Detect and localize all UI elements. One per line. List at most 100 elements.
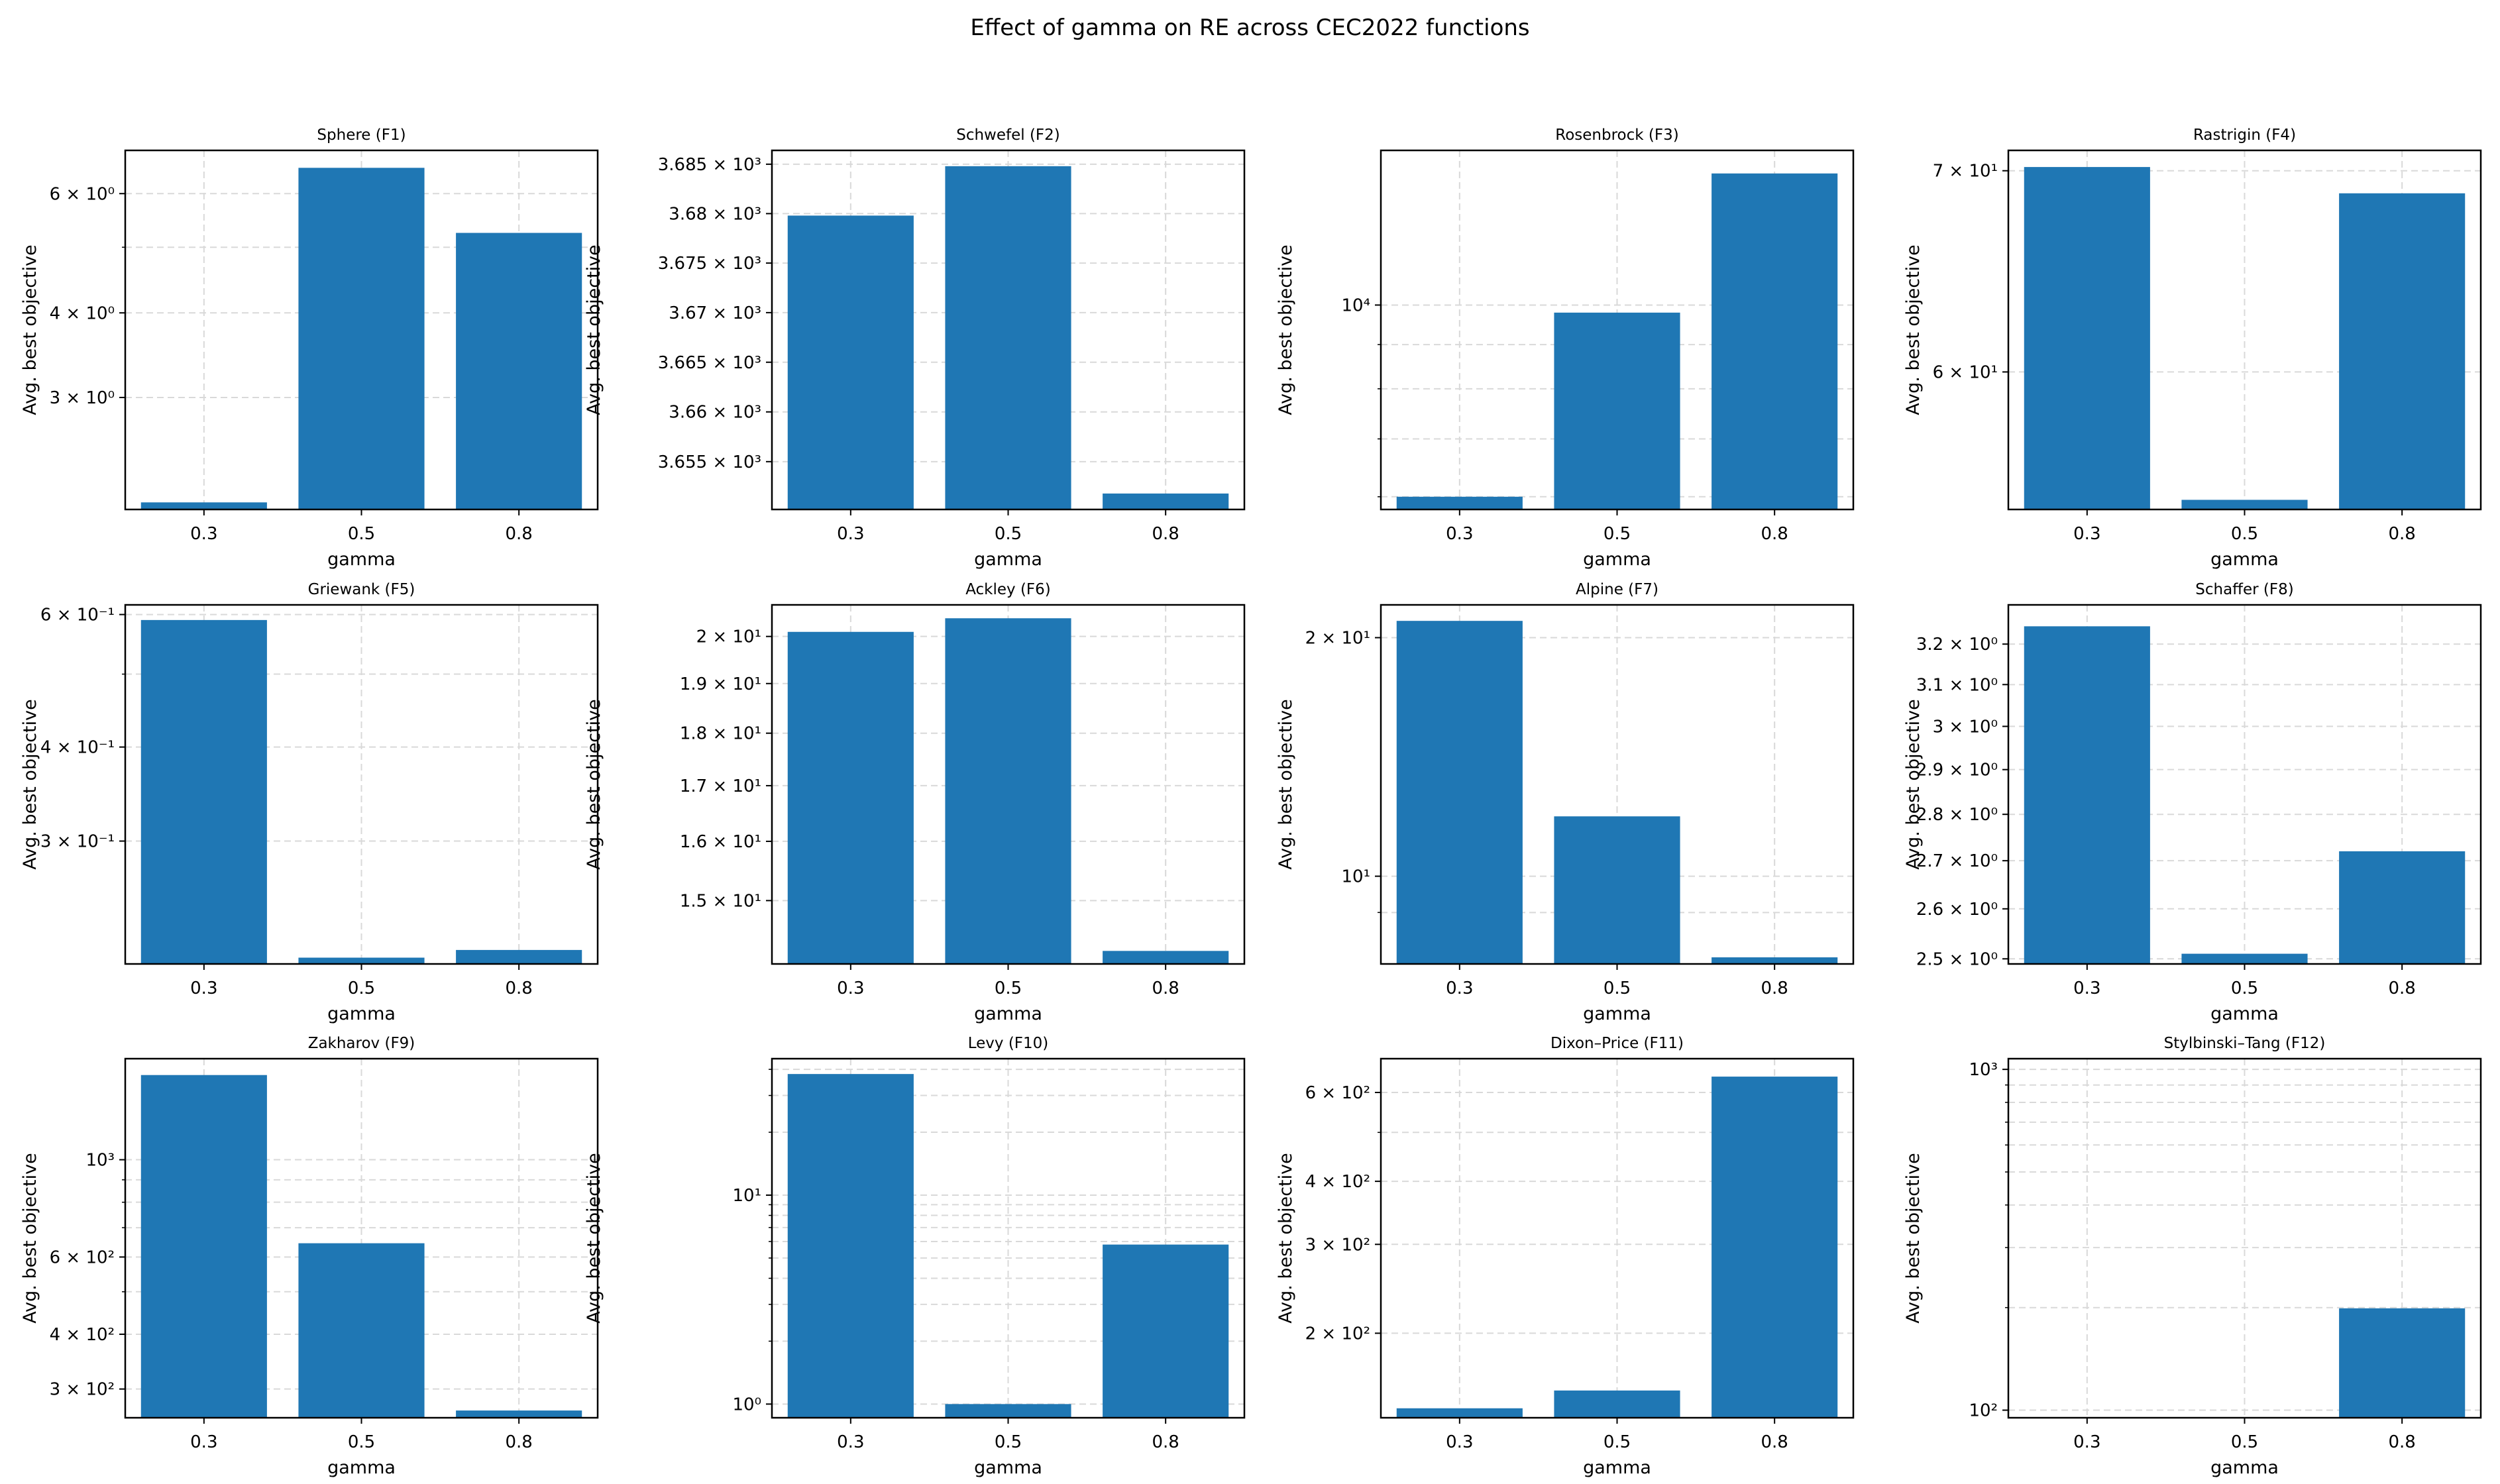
x-axis-label: gamma: [2210, 1004, 2279, 1024]
x-tick-label: 0.3: [2073, 524, 2100, 544]
bar-0.8: [1712, 173, 1838, 509]
y-tick-label: 1.6 × 10¹: [680, 832, 761, 852]
y-tick-label: 1.9 × 10¹: [680, 674, 761, 694]
bar-0.5: [298, 957, 425, 964]
x-tick-label: 0.3: [1446, 524, 1473, 544]
bar-0.8: [456, 949, 582, 964]
y-axis-label: Avg. best objective: [1276, 699, 1296, 869]
y-tick-label: 4 × 10⁰: [50, 303, 115, 323]
subplot-2: 3.685 × 10³ 3.68 × 10³ 3.675 × 10³ 3.67 × 1…: [584, 127, 1246, 570]
x-tick-label: 0.5: [1603, 524, 1631, 544]
x-tick-label: 0.8: [1152, 524, 1179, 544]
y-tick-label: 10¹: [1341, 867, 1370, 887]
y-tick-label: 2.9 × 10⁰: [1916, 761, 1998, 780]
subplot-title: Schwefel (F2): [956, 127, 1060, 144]
subplot-10: 10¹ 10⁰ 0.3 0.5 0.8 Levy (F10) gamma Avg. best …: [584, 1035, 1246, 1478]
y-tick-label: 10¹: [732, 1186, 761, 1206]
bar-0.3: [1396, 1408, 1523, 1418]
bar-0.3: [787, 631, 914, 964]
y-tick-label: 2.7 × 10⁰: [1916, 851, 1998, 871]
y-tick-label: 3 × 10⁰: [1933, 717, 1998, 737]
x-tick-label: 0.8: [505, 524, 532, 544]
x-tick-label: 0.8: [1152, 979, 1179, 998]
y-axis-label: Avg. best objective: [1903, 699, 1924, 869]
bar-0.5: [1554, 816, 1680, 964]
bar-0.5: [945, 1404, 1071, 1418]
y-tick-label: 10³: [1969, 1060, 1998, 1080]
x-tick-label: 0.8: [1761, 1432, 1788, 1452]
bar-0.3: [1396, 621, 1523, 964]
bar-0.8: [1712, 957, 1838, 964]
subplot-title: Ackley (F6): [965, 581, 1051, 598]
bar-0.3: [140, 619, 267, 964]
y-axis-label: Avg. best objective: [1903, 244, 1924, 415]
bar-0.8: [2339, 1308, 2466, 1418]
y-axis-label: Avg. best objective: [1276, 244, 1296, 415]
y-tick-label: 4 × 10⁻¹: [40, 738, 115, 758]
subplot-8: 3.2 × 10⁰ 3.1 × 10⁰ 3 × 10⁰ 2.9 × 10⁰ 2.8 × …: [1903, 581, 2482, 1024]
x-tick-label: 0.5: [995, 1432, 1022, 1452]
y-axis-label: Avg. best objective: [584, 1153, 604, 1323]
subplot-title: Schaffer (F8): [2195, 581, 2294, 598]
y-axis-label: Avg. best objective: [584, 699, 604, 869]
y-tick-label: 2.8 × 10⁰: [1916, 805, 1998, 825]
x-tick-label: 0.5: [2231, 979, 2258, 998]
x-axis-label: gamma: [327, 549, 396, 570]
x-tick-label: 0.5: [348, 1432, 375, 1452]
y-tick-label: 3.655 × 10³: [658, 452, 761, 472]
subplot-title: Levy (F10): [968, 1035, 1049, 1052]
x-tick-label: 0.5: [995, 979, 1022, 998]
figure-title: Effect of gamma on RE across CEC2022 fun…: [970, 15, 1530, 41]
bar-0.5: [298, 1243, 425, 1418]
x-tick-label: 0.8: [1761, 524, 1788, 544]
y-tick-label: 10³: [85, 1151, 115, 1171]
y-tick-label: 4 × 10²: [1305, 1172, 1370, 1192]
bar-0.5: [945, 166, 1071, 510]
x-tick-label: 0.3: [837, 1432, 864, 1452]
y-axis-label: Avg. best objective: [1903, 1153, 1924, 1323]
x-axis-label: gamma: [1583, 549, 1651, 570]
bar-0.3: [140, 1075, 267, 1418]
bar-0.5: [2181, 953, 2308, 964]
subplot-1: 6 × 10⁰ 4 × 10⁰ 3 × 10⁰ 0.3 0.5 0.8 Sphere (F1…: [20, 127, 599, 570]
y-tick-label: 6 × 10¹: [1933, 362, 1998, 382]
subplot-title: Dixon–Price (F11): [1550, 1035, 1684, 1052]
bar-0.5: [2181, 500, 2308, 509]
bar-0.8: [1712, 1077, 1838, 1418]
x-tick-label: 0.8: [2388, 524, 2415, 544]
y-tick-label: 3.66 × 10³: [669, 403, 761, 423]
subplot-title: Rosenbrock (F3): [1555, 127, 1678, 144]
x-tick-label: 0.5: [2231, 1432, 2258, 1452]
bar-0.5: [945, 618, 1071, 964]
subplot-title: Zakharov (F9): [308, 1035, 415, 1052]
x-tick-label: 0.8: [505, 979, 532, 998]
bar-0.5: [298, 168, 425, 509]
x-tick-label: 0.3: [837, 979, 864, 998]
x-axis-label: gamma: [2210, 1458, 2279, 1478]
subplot-5: 6 × 10⁻¹ 4 × 10⁻¹ 3 × 10⁻¹ 0.3 0.5 0.8 Griewan…: [20, 581, 599, 1024]
x-tick-label: 0.8: [505, 1432, 532, 1452]
subplot-title: Rastrigin (F4): [2193, 127, 2296, 144]
bar-0.8: [1103, 1244, 1229, 1418]
y-tick-label: 4 × 10²: [50, 1325, 115, 1345]
y-tick-label: 6 × 10²: [50, 1247, 115, 1267]
subplot-11: 6 × 10² 4 × 10² 3 × 10² 2 × 10² 0.3 0.5 0.8 Dix…: [1276, 1035, 1855, 1478]
y-tick-label: 3.68 × 10³: [669, 204, 761, 224]
y-axis-label: Avg. best objective: [20, 699, 40, 869]
y-axis-label: Avg. best objective: [20, 1153, 40, 1323]
y-tick-label: 3.2 × 10⁰: [1916, 635, 1998, 655]
subplot-12: 10³ 10² 0.3 0.5 0.8 Stylbinski–Tang (F12) gamm…: [1903, 1035, 2482, 1478]
bar-0.8: [2339, 193, 2466, 509]
y-tick-label: 3 × 10⁰: [50, 388, 115, 408]
y-axis-label: Avg. best objective: [584, 244, 604, 415]
y-tick-label: 10⁴: [1341, 295, 1370, 315]
y-tick-label: 2.5 × 10⁰: [1916, 949, 1998, 969]
x-tick-label: 0.8: [2388, 1432, 2415, 1452]
y-tick-label: 2 × 10²: [1305, 1324, 1370, 1344]
y-tick-label: 3.67 × 10³: [669, 303, 761, 323]
x-axis-label: gamma: [2210, 549, 2279, 570]
x-tick-label: 0.5: [348, 524, 375, 544]
y-tick-label: 1.5 × 10¹: [680, 891, 761, 911]
y-tick-label: 3.685 × 10³: [658, 155, 761, 175]
